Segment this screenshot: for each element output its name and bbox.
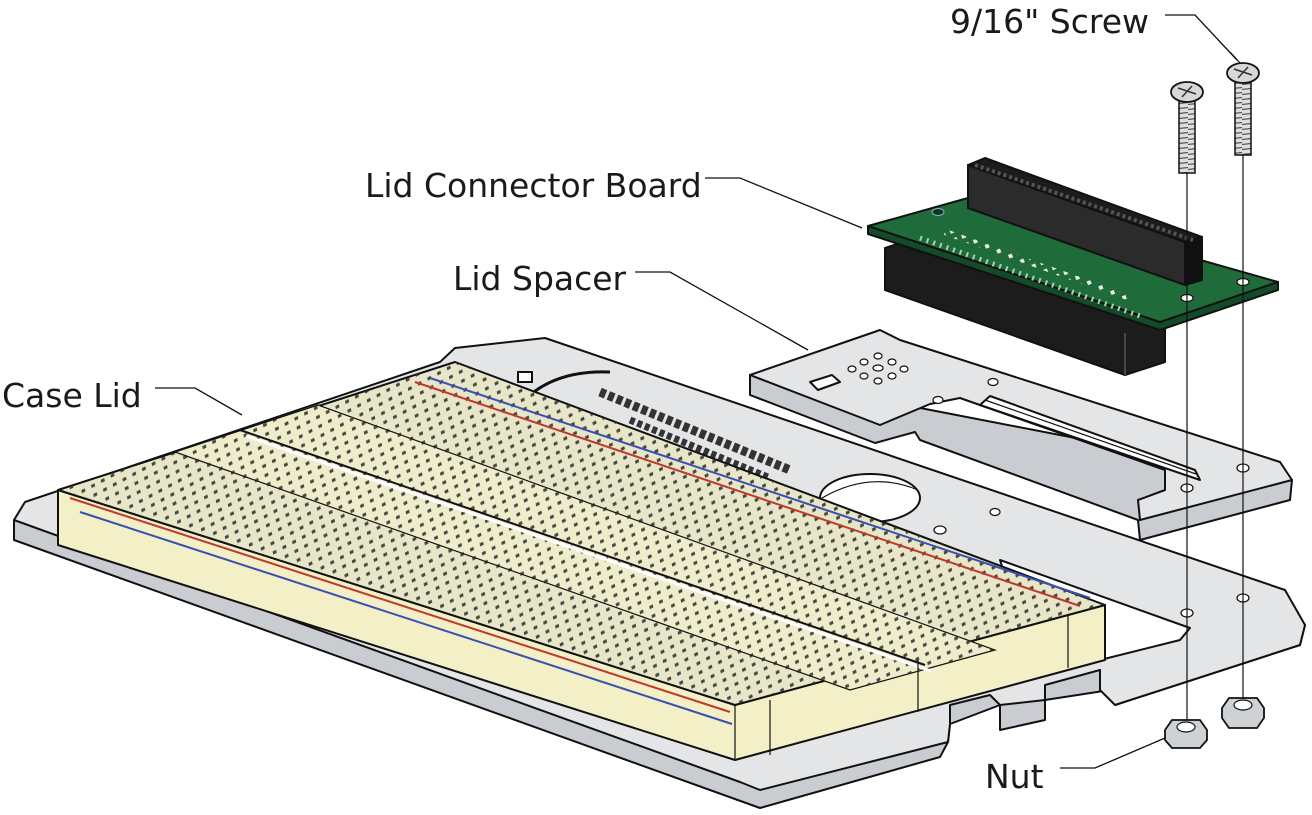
nut-right <box>1221 697 1265 729</box>
label-spacer: Lid Spacer <box>453 259 627 298</box>
breadboard <box>57 361 1106 761</box>
label-connector-board: Lid Connector Board <box>365 166 702 205</box>
pcb-top <box>867 195 1279 323</box>
label-screw: 9/16" Screw <box>950 2 1149 41</box>
rail-blue <box>79 511 733 725</box>
label-nut: Nut <box>985 757 1044 796</box>
rail-red <box>414 381 1081 607</box>
lid-spacer-hole-ring <box>847 352 909 385</box>
case-lid-engraved-logo <box>517 370 792 482</box>
case-lid-hole <box>933 525 947 535</box>
label-case-lid: Case Lid <box>2 376 142 415</box>
screw-right <box>1226 62 1260 156</box>
leader-lines <box>155 14 1241 769</box>
connector-top-header-top <box>967 157 1203 243</box>
case-lid-hole <box>989 507 1001 517</box>
screw-left <box>1170 81 1204 174</box>
leader-case-lid <box>155 387 243 416</box>
lid-connector-board <box>867 157 1279 376</box>
assembly-axis-lines <box>1186 155 1244 720</box>
lid-spacer <box>749 329 1293 541</box>
lid-spacer-top <box>749 329 1293 521</box>
leader-spacer <box>635 271 809 351</box>
rail-blue <box>429 377 1091 599</box>
leader-connector-board <box>705 177 863 229</box>
leader-nut <box>1060 737 1166 769</box>
nut-left <box>1164 719 1208 749</box>
rail-red <box>69 497 731 713</box>
leader-screw <box>1165 14 1238 61</box>
lid-spacer-rect-cut <box>809 374 841 391</box>
